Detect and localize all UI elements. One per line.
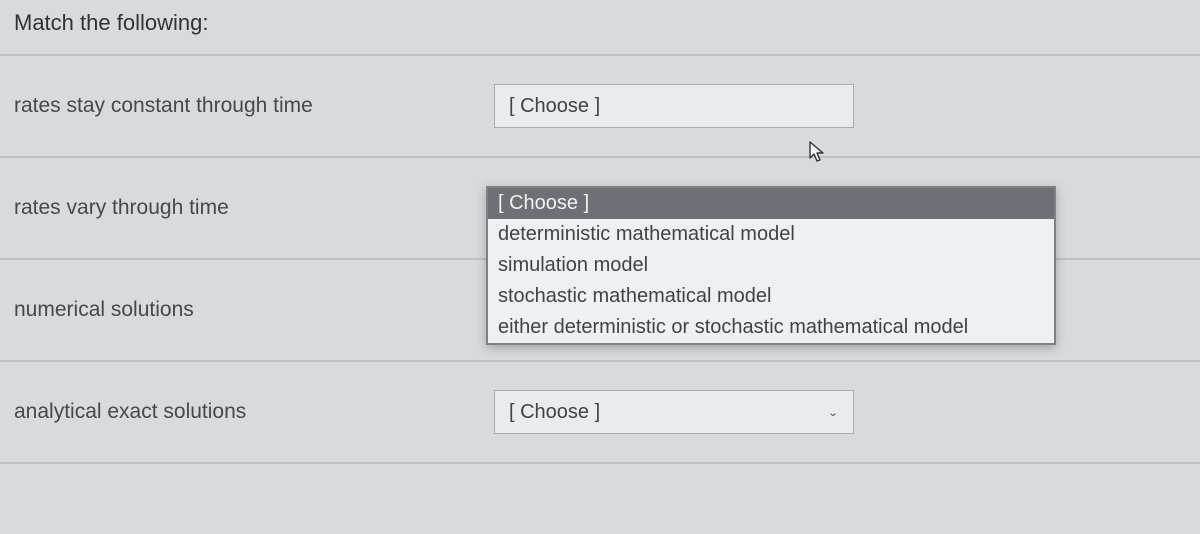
answer-select-4[interactable]: [ Choose ] ⌄	[494, 390, 854, 434]
select-value: [ Choose ]	[509, 401, 600, 424]
dropdown-option[interactable]: deterministic mathematical model	[488, 219, 1054, 250]
dropdown-option[interactable]: either deterministic or stochastic mathe…	[488, 312, 1054, 343]
match-row: analytical exact solutions [ Choose ] ⌄	[0, 362, 1200, 464]
dropdown-option[interactable]: simulation model	[488, 250, 1054, 281]
prompt-label: rates vary through time	[14, 196, 494, 220]
chevron-down-icon: ⌄	[827, 405, 839, 419]
prompt-label: numerical solutions	[14, 298, 494, 322]
answer-select-1[interactable]: [ Choose ]	[494, 84, 854, 128]
match-row: rates stay constant through time [ Choos…	[0, 56, 1200, 158]
prompt-label: analytical exact solutions	[14, 400, 494, 424]
select-value: [ Choose ]	[509, 95, 600, 118]
question-heading: Match the following:	[0, 0, 1200, 56]
dropdown-option[interactable]: stochastic mathematical model	[488, 281, 1054, 312]
dropdown-option[interactable]: [ Choose ]	[488, 188, 1054, 219]
prompt-label: rates stay constant through time	[14, 94, 494, 118]
dropdown-listbox[interactable]: [ Choose ] deterministic mathematical mo…	[486, 186, 1056, 345]
